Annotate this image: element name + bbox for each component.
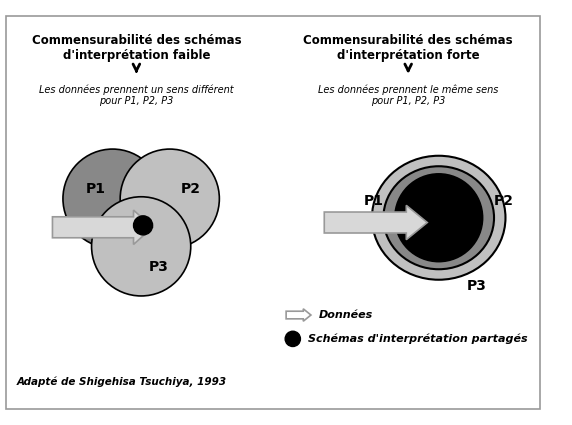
Circle shape <box>133 216 153 235</box>
Circle shape <box>285 331 300 346</box>
Text: P3: P3 <box>148 261 168 275</box>
FancyBboxPatch shape <box>6 16 540 409</box>
Text: pour P1, P2, P3: pour P1, P2, P3 <box>371 96 446 106</box>
Ellipse shape <box>383 166 494 269</box>
Text: Les données prennent le même sens: Les données prennent le même sens <box>318 85 498 95</box>
Text: P2: P2 <box>494 193 514 207</box>
Text: d'interprétation forte: d'interprétation forte <box>337 49 479 62</box>
Text: P1: P1 <box>85 182 105 196</box>
Text: Adapté de Shigehisa Tsuchiya, 1993: Adapté de Shigehisa Tsuchiya, 1993 <box>17 377 227 387</box>
Text: Schémas d'interprétation partagés: Schémas d'interprétation partagés <box>308 334 528 344</box>
FancyArrow shape <box>286 309 311 321</box>
Text: Commensurabilité des schémas: Commensurabilité des schémas <box>303 34 513 47</box>
Text: Données: Données <box>319 310 373 320</box>
Circle shape <box>92 197 190 296</box>
Text: pour P1, P2, P3: pour P1, P2, P3 <box>99 96 173 106</box>
Text: P1: P1 <box>364 193 384 207</box>
FancyArrow shape <box>53 210 153 244</box>
Circle shape <box>395 174 483 262</box>
Circle shape <box>63 149 162 248</box>
Text: Commensurabilité des schémas: Commensurabilité des schémas <box>31 34 241 47</box>
Text: P3: P3 <box>467 279 487 293</box>
Text: P2: P2 <box>181 182 201 196</box>
Ellipse shape <box>372 156 506 280</box>
Text: Les données prennent un sens différent: Les données prennent un sens différent <box>39 85 234 95</box>
Circle shape <box>120 149 219 248</box>
Text: d'interprétation faible: d'interprétation faible <box>62 49 210 62</box>
FancyArrow shape <box>324 205 427 240</box>
